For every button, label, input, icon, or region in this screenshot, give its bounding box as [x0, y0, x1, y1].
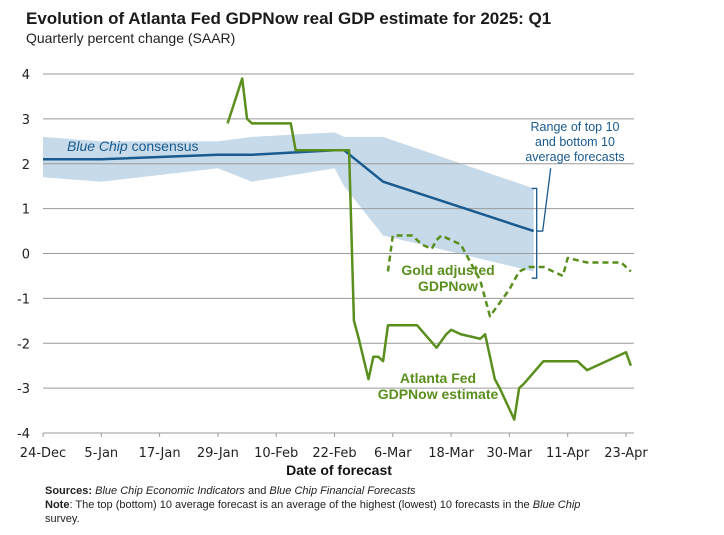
y-tick-label: 3 [22, 113, 30, 128]
chart-title: Evolution of Atlanta Fed GDPNow real GDP… [26, 9, 552, 28]
x-tick-label: 30-Mar [487, 446, 533, 461]
gdpnow-estimate-line [226, 77, 633, 421]
sources-and: and [244, 485, 270, 497]
x-tick-label: 17-Jan [139, 446, 181, 461]
note-end: survey. [45, 513, 80, 525]
x-tick-label: 23-Apr [604, 446, 648, 461]
note-label: Note [45, 499, 70, 511]
range-label: Range of top 10 [531, 120, 620, 134]
x-tick-label: 5-Jan [84, 446, 118, 461]
x-tick-label: 11-Apr [546, 446, 590, 461]
x-tick-label: 22-Feb [312, 446, 356, 461]
sources-line: Sources: Blue Chip Economic Indicators a… [45, 484, 416, 498]
gold-adjusted-label: Gold adjusted [401, 262, 494, 278]
range-label: and bottom 10 [535, 135, 615, 149]
source-1: Blue Chip Economic Indicators [95, 485, 245, 497]
x-tick-label: 10-Feb [254, 446, 298, 461]
x-tick-label: 29-Jan [197, 446, 239, 461]
source-2: Blue Chip Financial Forecasts [269, 485, 416, 497]
chart-subtitle: Quarterly percent change (SAAR) [26, 30, 236, 46]
gdpnow-estimate-label: GDPNow estimate [378, 386, 499, 402]
blue-chip-consensus-line [43, 149, 535, 233]
note-line: Note: The top (bottom) 10 average foreca… [45, 498, 605, 526]
gdpnow-estimate-label: Atlanta Fed [400, 370, 476, 386]
y-tick-label: -4 [17, 427, 30, 442]
y-tick-label: -1 [17, 292, 30, 307]
range-bracket [531, 168, 552, 279]
y-tick-label: -2 [17, 337, 30, 352]
y-tick-label: 4 [22, 68, 30, 83]
blue-chip-label: Blue Chip consensus [67, 138, 199, 154]
note-italic: Blue Chip [532, 499, 581, 511]
y-tick-label: 2 [22, 158, 30, 173]
gold-adjusted-line [386, 234, 632, 318]
note-text: : The top (bottom) 10 average forecast i… [69, 499, 533, 511]
x-tick-label: 24-Dec [20, 446, 66, 461]
y-tick-label: -3 [17, 382, 30, 397]
x-tick-label: 6-Mar [374, 446, 412, 461]
x-axis-title: Date of forecast [286, 462, 392, 478]
y-tick-label: 0 [22, 248, 30, 263]
gold-adjusted-label: GDPNow [418, 278, 478, 294]
y-tick-label: 1 [22, 203, 30, 218]
range-label: average forecasts [525, 150, 624, 164]
x-tick-label: 18-Mar [428, 446, 474, 461]
sources-label: Sources: [45, 485, 93, 497]
